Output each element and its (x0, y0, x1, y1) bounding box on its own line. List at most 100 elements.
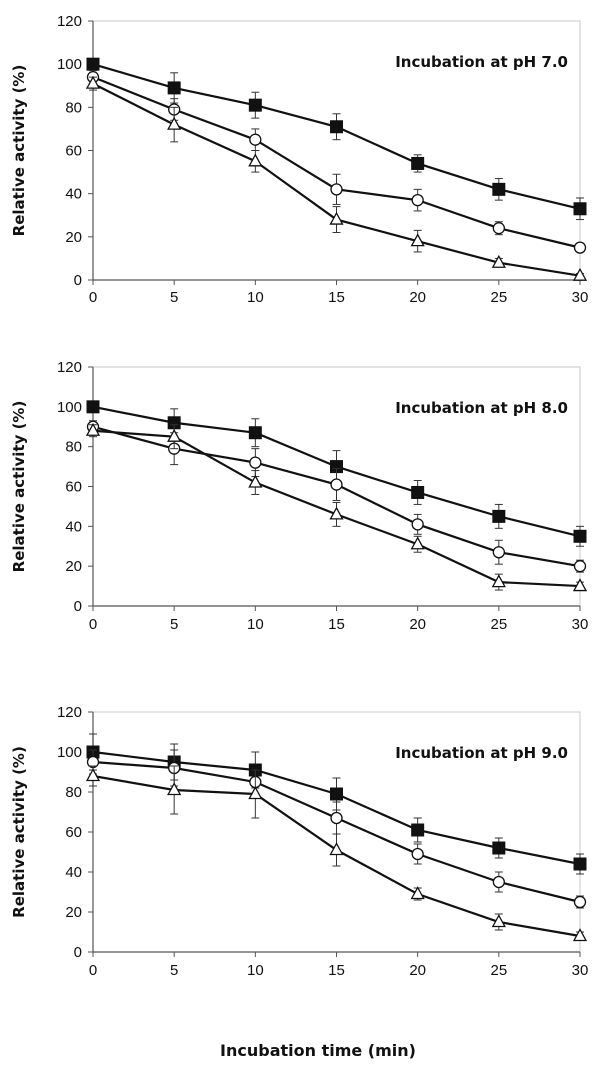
y-tick-label: 120 (57, 704, 82, 721)
data-point-square (248, 426, 262, 440)
data-point-circle (411, 193, 424, 207)
x-tick-label: 30 (572, 962, 589, 979)
data-point-square (411, 485, 425, 499)
data-point-circle (573, 895, 587, 909)
data-point-circle (573, 241, 587, 254)
data-point-triangle (329, 506, 344, 520)
y-axis-label: Relative activity (%) (10, 746, 28, 918)
x-tick-label: 25 (490, 289, 507, 306)
x-tick-label: 0 (89, 616, 97, 633)
y-tick-label: 40 (65, 518, 82, 535)
data-point-square (86, 57, 100, 71)
series-open-circle (86, 420, 587, 573)
data-point-triangle (167, 428, 182, 442)
x-tick-label: 20 (409, 289, 426, 306)
series-filled-square (86, 57, 587, 221)
x-tick-label: 10 (247, 616, 264, 633)
data-point-square (86, 400, 100, 414)
y-tick-label: 40 (65, 186, 82, 203)
data-point-square (492, 509, 506, 523)
data-point-circle (411, 518, 424, 531)
y-tick-label: 80 (65, 784, 82, 801)
x-axis-label: Incubation time (min) (220, 1041, 416, 1060)
x-tick-label: 10 (247, 962, 264, 979)
y-tick-label: 0 (74, 944, 82, 961)
data-point-circle (249, 456, 262, 469)
data-point-square (167, 81, 181, 95)
x-tick-label: 15 (328, 962, 345, 979)
data-point-square (248, 98, 262, 112)
data-point-circle (411, 847, 424, 861)
y-tick-label: 80 (65, 439, 82, 456)
panel-title: Incubation at pH 7.0 (395, 53, 568, 71)
panel-title: Incubation at pH 8.0 (395, 399, 568, 417)
y-tick-label: 100 (57, 56, 82, 73)
x-tick-label: 15 (328, 289, 345, 306)
data-point-circle (249, 133, 262, 146)
data-point-triangle (85, 422, 101, 436)
data-point-triangle (572, 578, 588, 592)
data-point-triangle (491, 254, 506, 268)
data-point-square (492, 841, 506, 855)
data-point-triangle (329, 211, 344, 225)
chart-panel-3: 0 20 40 60 80 100 120 0 5 10 15 20 25 30 Relative acti… (10, 704, 588, 979)
y-tick-label: 100 (57, 744, 82, 761)
data-point-triangle (85, 768, 101, 782)
data-point-triangle (491, 574, 506, 588)
data-point-square (573, 857, 587, 871)
x-tick-label: 0 (89, 289, 97, 306)
data-point-square (573, 529, 587, 543)
chart-panel-1: 0 20 40 60 80 100 120 0 5 10 15 20 25 30 Relative acti… (10, 13, 588, 306)
y-tick-label: 100 (57, 399, 82, 416)
x-tick-label: 20 (409, 616, 426, 633)
data-point-triangle (85, 75, 101, 89)
y-tick-label: 40 (65, 864, 82, 881)
x-tick-label: 5 (170, 616, 178, 633)
data-point-circle (573, 560, 587, 573)
y-tick-label: 20 (65, 904, 82, 921)
data-point-square (573, 202, 587, 216)
data-point-triangle (410, 233, 425, 247)
data-point-triangle (410, 536, 425, 550)
y-tick-label: 120 (57, 359, 82, 376)
data-point-circle (330, 183, 343, 196)
data-point-circle (492, 222, 505, 235)
y-tick-label: 60 (65, 143, 82, 160)
data-point-circle (492, 546, 505, 559)
x-tick-label: 0 (89, 962, 97, 979)
data-point-square (330, 120, 343, 134)
y-axis-label: Relative activity (%) (10, 401, 28, 573)
series-open-triangle (85, 765, 588, 942)
x-tick-label: 5 (170, 289, 178, 306)
data-point-circle (330, 478, 343, 491)
data-point-square (411, 823, 425, 837)
chart-panel-2: 0 20 40 60 80 100 120 0 5 10 15 20 25 30 Relative acti… (10, 359, 588, 633)
data-point-circle (330, 811, 343, 825)
data-point-square (492, 182, 506, 196)
panel-title: Incubation at pH 9.0 (395, 744, 568, 762)
y-tick-label: 20 (65, 558, 82, 575)
data-point-triangle (572, 928, 588, 942)
series-open-triangle (85, 422, 588, 592)
y-axis-label: Relative activity (%) (10, 65, 28, 237)
data-point-square (330, 787, 343, 801)
data-point-triangle (167, 782, 182, 796)
data-point-triangle (248, 474, 263, 488)
x-tick-label: 10 (247, 289, 264, 306)
data-point-triangle (491, 914, 506, 928)
x-tick-label: 5 (170, 962, 178, 979)
data-point-square (411, 156, 425, 170)
data-point-triangle (248, 786, 263, 800)
y-tick-label: 80 (65, 99, 82, 116)
x-tick-label: 25 (490, 962, 507, 979)
data-point-triangle (410, 886, 425, 900)
series-open-triangle (85, 75, 588, 281)
y-tick-label: 0 (74, 272, 82, 289)
x-tick-label: 30 (572, 616, 589, 633)
x-tick-label: 15 (328, 616, 345, 633)
data-point-triangle (329, 842, 344, 856)
y-tick-label: 20 (65, 229, 82, 246)
y-tick-label: 60 (65, 824, 82, 841)
x-tick-label: 20 (409, 962, 426, 979)
